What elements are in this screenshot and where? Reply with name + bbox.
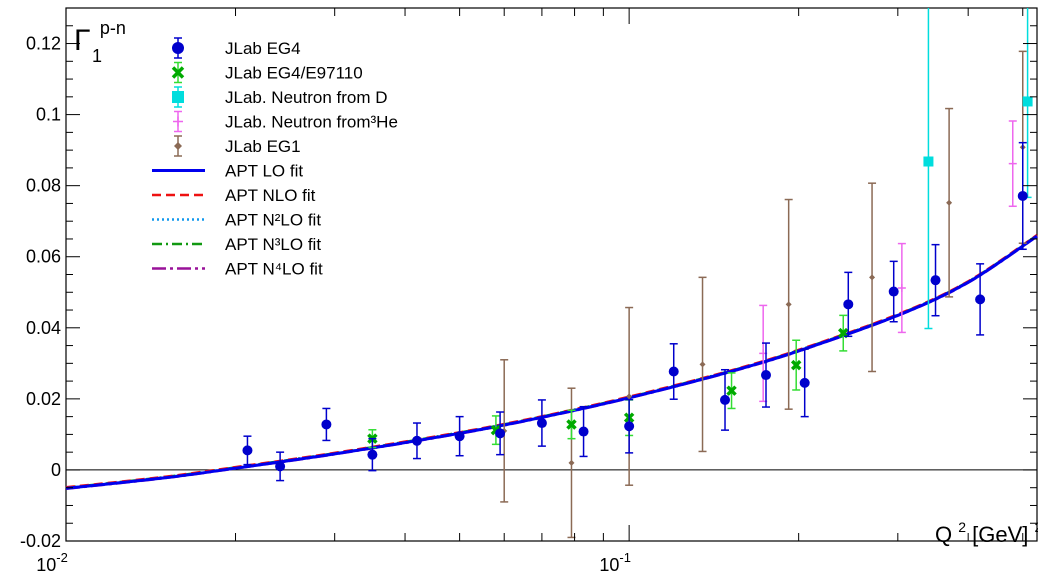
data-point (946, 199, 953, 206)
legend-label: JLab EG4 (225, 39, 301, 58)
y-tick-label: 0.08 (26, 176, 61, 196)
legend-entry-1: JLab EG4 (172, 37, 301, 59)
data-series (242, 8, 1033, 539)
x-tick-label: 10-1 (599, 550, 631, 575)
data-point (760, 370, 771, 381)
data-point (495, 428, 506, 439)
data-point (975, 294, 986, 305)
legend-label: APT LO fit (225, 162, 303, 181)
data-point (1017, 190, 1028, 201)
x-axis-label: Q 2 [GeV] 2 (935, 512, 1038, 547)
data-point (923, 156, 934, 167)
data-point (566, 419, 577, 430)
xlabel-sup2: 2 (1035, 519, 1038, 535)
data-point (790, 359, 802, 371)
legend-label: APT N³LO fit (225, 235, 321, 254)
data-point (699, 361, 706, 368)
legend-symbol (173, 116, 183, 127)
xlabel-base1: Q (935, 522, 952, 547)
data-point (843, 299, 854, 310)
legend-symbol (171, 66, 185, 79)
data-point (626, 393, 633, 400)
xlabel-base2: [GeV] (972, 522, 1028, 547)
series-2 (367, 314, 849, 449)
fit-curve-5 (65, 235, 1038, 491)
legend: JLab EG4 JLab EG4/E97110 JLab. Neutron fro… (152, 37, 398, 279)
legend-label: JLab. Neutron from D (225, 88, 388, 107)
data-point (930, 275, 941, 286)
data-point (321, 419, 332, 430)
legend-symbol (172, 42, 184, 54)
legend-symbol (174, 142, 182, 150)
y-tick-label: 0 (51, 460, 61, 480)
data-point (411, 435, 422, 446)
data-point (1022, 96, 1033, 107)
fit-curve-1 (65, 234, 1038, 490)
legend-entry-4: JLab. Neutron from³He (173, 110, 398, 133)
data-point (869, 274, 876, 281)
legend-fit-5: APT N⁴LO fit (152, 260, 323, 279)
data-point (726, 385, 737, 396)
data-point (568, 459, 575, 466)
plot-border (65, 7, 1038, 542)
data-point (578, 426, 589, 437)
y-tick-label: 0.02 (26, 389, 61, 409)
legend-label: JLab. Neutron from³He (225, 113, 398, 132)
legend-fit-3: APT N²LO fit (152, 211, 321, 230)
data-point (799, 377, 810, 388)
data-point (897, 284, 906, 293)
legend-fit-2: APT NLO fit (152, 186, 316, 205)
legend-label: APT NLO fit (225, 186, 316, 205)
y-tick-label: 0.04 (26, 318, 61, 338)
data-point (888, 286, 899, 297)
series-4 (759, 120, 1017, 403)
legend-label: APT N⁴LO fit (225, 260, 323, 279)
legend-entry-3: JLab. Neutron from D (172, 86, 388, 108)
legend-fit-1: APT LO fit (152, 162, 303, 181)
data-point (720, 394, 731, 405)
y-tick-label: 0.1 (36, 105, 61, 125)
legend-label: JLab EG4/E97110 (225, 64, 363, 83)
data-point (624, 421, 635, 432)
series-1 (242, 141, 1028, 482)
legend-label: JLab EG1 (225, 137, 301, 156)
data-point (367, 449, 378, 460)
xlabel-sup1: 2 (958, 519, 966, 535)
data-point (454, 431, 465, 442)
axes: -0.02 0 0.02 0.04 0.06 0.08 0.1 0.12 10-2 10-1 (20, 7, 1037, 575)
data-point (785, 301, 792, 308)
legend-symbol (172, 91, 184, 103)
chart-title: Γ p-n (74, 18, 126, 57)
legend-entry-5: JLab EG1 (174, 135, 301, 157)
legend-fit-4: APT N³LO fit (152, 235, 321, 254)
fit-curves (65, 234, 1038, 491)
series-3 (923, 8, 1033, 330)
plot-frame (65, 7, 1038, 542)
fit-curve-3 (65, 234, 1038, 490)
title-base: Γ (74, 24, 91, 57)
y-tick-label: 0.06 (26, 247, 61, 267)
data-point (242, 445, 253, 456)
fit-curve-2 (65, 234, 1038, 489)
title-sup: p-n (100, 18, 126, 38)
legend-entry-2: JLab EG4/E97110 (171, 61, 363, 84)
data-point (275, 461, 286, 472)
title-sub: 1 (92, 46, 102, 66)
y-tick-label: -0.02 (20, 531, 61, 551)
data-point (1008, 159, 1017, 168)
y-tick-label: 0.12 (26, 34, 61, 54)
legend-label: APT N²LO fit (225, 211, 321, 230)
data-point (536, 418, 547, 429)
x-tick-label: 10-2 (36, 550, 68, 575)
fit-curve-4 (65, 234, 1038, 489)
data-point (668, 366, 679, 377)
